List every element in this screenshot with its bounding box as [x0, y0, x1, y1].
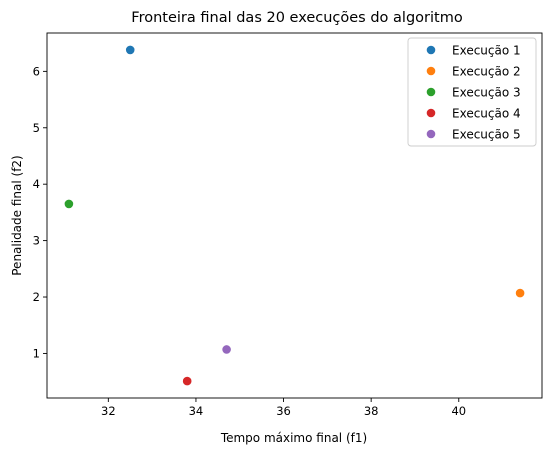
data-point-execucao-3	[64, 199, 74, 209]
chart-title: Fronteira final das 20 execuções do algo…	[131, 10, 463, 26]
legend-marker-execucao-1	[426, 45, 436, 55]
data-point-execucao-1	[125, 45, 135, 55]
legend-label-execucao-1: Execução 1	[452, 44, 521, 58]
y-tick-label: 4	[33, 177, 40, 191]
data-points	[64, 45, 525, 386]
legend-marker-execucao-3	[426, 87, 436, 97]
y-tick-label: 1	[33, 346, 40, 360]
x-tick-label: 38	[364, 404, 379, 418]
y-tick-label: 2	[33, 290, 40, 304]
data-point-execucao-5	[222, 345, 231, 354]
y-axis-label: Penalidade final (f2)	[10, 155, 24, 276]
legend-label-execucao-3: Execução 3	[452, 86, 521, 100]
data-point-execucao-4	[182, 376, 192, 386]
y-axis-ticks: 1 2 3 4 5 6	[33, 64, 47, 360]
y-tick-label: 5	[33, 121, 40, 135]
x-tick-label: 40	[451, 404, 466, 418]
x-tick-label: 36	[276, 404, 291, 418]
legend: Execução 1 Execução 2 Execução 3 Execução 4…	[407, 37, 537, 147]
x-tick-label: 32	[101, 404, 116, 418]
x-axis-label: Tempo máximo final (f1)	[220, 431, 367, 445]
legend-marker-execucao-4	[426, 108, 436, 118]
legend-label-execucao-2: Execução 2	[452, 65, 521, 79]
legend-marker-execucao-5	[426, 129, 436, 139]
x-tick-label: 34	[189, 404, 204, 418]
data-point-execucao-2	[515, 288, 525, 298]
x-axis-ticks: 32 34 36 38 40	[101, 398, 466, 418]
legend-label-execucao-5: Execução 5	[452, 128, 521, 142]
legend-label-execucao-4: Execução 4	[452, 107, 521, 121]
legend-marker-execucao-2	[426, 66, 436, 76]
legend-box	[407, 37, 537, 147]
y-tick-label: 6	[33, 64, 40, 78]
y-tick-label: 3	[33, 234, 40, 248]
